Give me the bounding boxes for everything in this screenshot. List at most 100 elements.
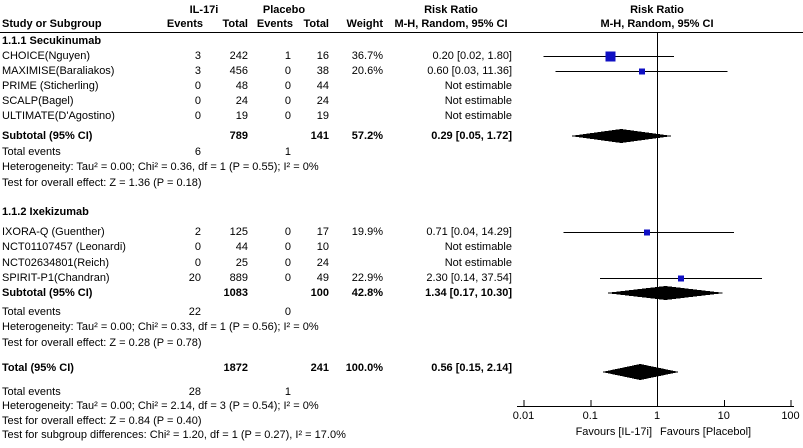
weight-value: 42.8%	[351, 287, 383, 299]
risk-ratio-text: Not estimable	[444, 110, 512, 122]
note-row: Test for subgroup differences: Chi² = 1.…	[0, 429, 803, 442]
events-control-value: 1	[284, 386, 291, 398]
row-label: SPIRIT-P1(Chandran)	[2, 272, 110, 284]
total-control-value: 16	[316, 50, 329, 62]
events-treatment-value: 0	[194, 80, 201, 92]
events-treatment-value: 28	[188, 386, 201, 398]
total-treatment-value: 1872	[223, 362, 248, 374]
effect-square	[678, 275, 685, 282]
effect-square	[644, 229, 651, 236]
row-label: MAXIMISE(Baraliakos)	[2, 65, 115, 77]
note-row: Heterogeneity: Tau² = 0.00; Chi² = 0.33,…	[0, 321, 803, 334]
total-control-value: 10	[316, 241, 329, 253]
total-treatment-value: 789	[229, 130, 248, 142]
events-control-value: 0	[284, 95, 291, 107]
study-row: SPIRIT-P1(Chandran) 20 889 0 49 22.9% 2.30 [0.…	[0, 272, 803, 285]
total-treatment-value: 24	[235, 95, 248, 107]
risk-ratio-column-subtitle: M-H, Random, 95% CI	[394, 18, 508, 30]
row-label: Test for subgroup differences: Chi² = 1.…	[2, 429, 346, 441]
row-label: NCT01107457 (Leonardi)	[2, 241, 126, 253]
events-treatment-value: 20	[188, 272, 201, 284]
row-label: Heterogeneity: Tau² = 0.00; Chi² = 2.14,…	[2, 400, 319, 412]
events-treatment-value: 0	[194, 241, 201, 253]
axis-tick-label: 0.01	[512, 410, 535, 422]
total-treatment-value: 242	[229, 50, 248, 62]
row-label: SCALP(Bagel)	[2, 95, 74, 107]
axis-tick-label: 0.1	[582, 410, 598, 422]
total-control-value: 24	[316, 95, 329, 107]
note-row: Heterogeneity: Tau² = 0.00; Chi² = 2.14,…	[0, 400, 803, 413]
study-row: PRIME (Sticherling) 0 48 0 44 Not estimable	[0, 80, 803, 93]
plain-row: Total events 22 0	[0, 306, 803, 319]
total-control-value: 49	[316, 272, 329, 284]
subtotal-row: Subtotal (95% CI) 1083 100 42.8% 1.34 [0.17,…	[0, 287, 803, 300]
study-row: SCALP(Bagel) 0 24 0 24 Not estimable	[0, 95, 803, 108]
treatment-group-header: IL-17i	[189, 4, 219, 16]
total-control-value: 100	[310, 287, 329, 299]
axis-tick-label: 10	[717, 410, 730, 422]
events-control-value: 0	[284, 226, 291, 238]
events-control-value: 0	[284, 306, 291, 318]
events-treatment-value: 0	[194, 110, 201, 122]
total-header-control: Total	[303, 18, 329, 30]
risk-ratio-text: Not estimable	[444, 257, 512, 269]
study-row: ULTIMATE(D'Agostino) 0 19 0 19 Not estimable	[0, 110, 803, 123]
events-treatment-value: 3	[194, 50, 201, 62]
events-control-value: 0	[284, 65, 291, 77]
total-control-value: 17	[316, 226, 329, 238]
plain-row: Total events 28 1	[0, 386, 803, 399]
weight-value: 36.7%	[351, 50, 383, 62]
row-label: CHOICE(Nguyen)	[2, 50, 91, 62]
total-control-value: 19	[316, 110, 329, 122]
weight-value: 22.9%	[351, 272, 383, 284]
study-row: IXORA-Q (Guenther) 2 125 0 17 19.9% 0.71 [0.04…	[0, 226, 803, 239]
row-label: Heterogeneity: Tau² = 0.00; Chi² = 0.36,…	[2, 161, 319, 173]
effect-square	[605, 51, 616, 62]
risk-ratio-text: 0.56 [0.15, 2.14]	[431, 362, 512, 374]
events-control-value: 0	[284, 257, 291, 269]
row-label: ULTIMATE(D'Agostino)	[2, 110, 115, 122]
total-control-value: 38	[316, 65, 329, 77]
events-treatment-value: 22	[188, 306, 201, 318]
row-label: Test for overall effect: Z = 1.36 (P = 0…	[2, 177, 202, 189]
subtotal-diamond	[605, 286, 725, 300]
events-treatment-value: 2	[194, 226, 201, 238]
row-label: IXORA-Q (Guenther)	[2, 226, 105, 238]
events-control-value: 0	[284, 241, 291, 253]
subtotal-row: Subtotal (95% CI) 789 141 57.2% 0.29 [0.05, …	[0, 130, 803, 143]
plot-title: Risk Ratio	[630, 4, 684, 16]
row-label: Total events	[2, 386, 61, 398]
events-treatment-value: 0	[194, 95, 201, 107]
total-header-treatment: Total	[222, 18, 248, 30]
risk-ratio-text: Not estimable	[444, 80, 512, 92]
events-treatment-value: 0	[194, 257, 201, 269]
total-treatment-value: 19	[235, 110, 248, 122]
row-label: PRIME (Sticherling)	[2, 80, 99, 92]
risk-ratio-text: 0.29 [0.05, 1.72]	[431, 130, 512, 142]
total-control-value: 241	[310, 362, 329, 374]
weight-value: 20.6%	[351, 65, 383, 77]
total-treatment-value: 456	[229, 65, 248, 77]
weight-value: 100.0%	[345, 362, 383, 374]
weight-value: 19.9%	[351, 226, 383, 238]
total-control-value: 24	[316, 257, 329, 269]
weight-value: 57.2%	[351, 130, 383, 142]
row-label: Total events	[2, 146, 61, 158]
favours-right-label: Favours [Placebol]	[660, 426, 752, 438]
study-row: MAXIMISE(Baraliakos) 3 456 0 38 20.6% 0.60 [0.…	[0, 65, 803, 78]
study-row: NCT01107457 (Leonardi) 0 44 0 10 Not estimabl…	[0, 241, 803, 254]
note-row: Test for overall effect: Z = 0.84 (P = 0…	[0, 415, 803, 428]
risk-ratio-text: 2.30 [0.14, 37.54]	[426, 272, 512, 284]
total-treatment-value: 1083	[223, 287, 248, 299]
events-header-treatment: Events	[166, 18, 203, 30]
events-treatment-value: 3	[194, 65, 201, 77]
events-treatment-value: 6	[194, 146, 201, 158]
group-row: 1.1.2 Ixekizumab	[0, 206, 803, 219]
risk-ratio-text: 0.60 [0.03, 11.36]	[427, 65, 512, 77]
note-row: Test for overall effect: Z = 0.28 (P = 0…	[0, 337, 803, 350]
favours-left-label: Favours [IL-17i]	[575, 426, 652, 438]
study-row: NCT02634801(Reich) 0 25 0 24 Not estimable	[0, 257, 803, 270]
risk-ratio-column-title: Risk Ratio	[424, 4, 478, 16]
risk-ratio-text: 0.71 [0.04, 14.29]	[426, 226, 512, 238]
